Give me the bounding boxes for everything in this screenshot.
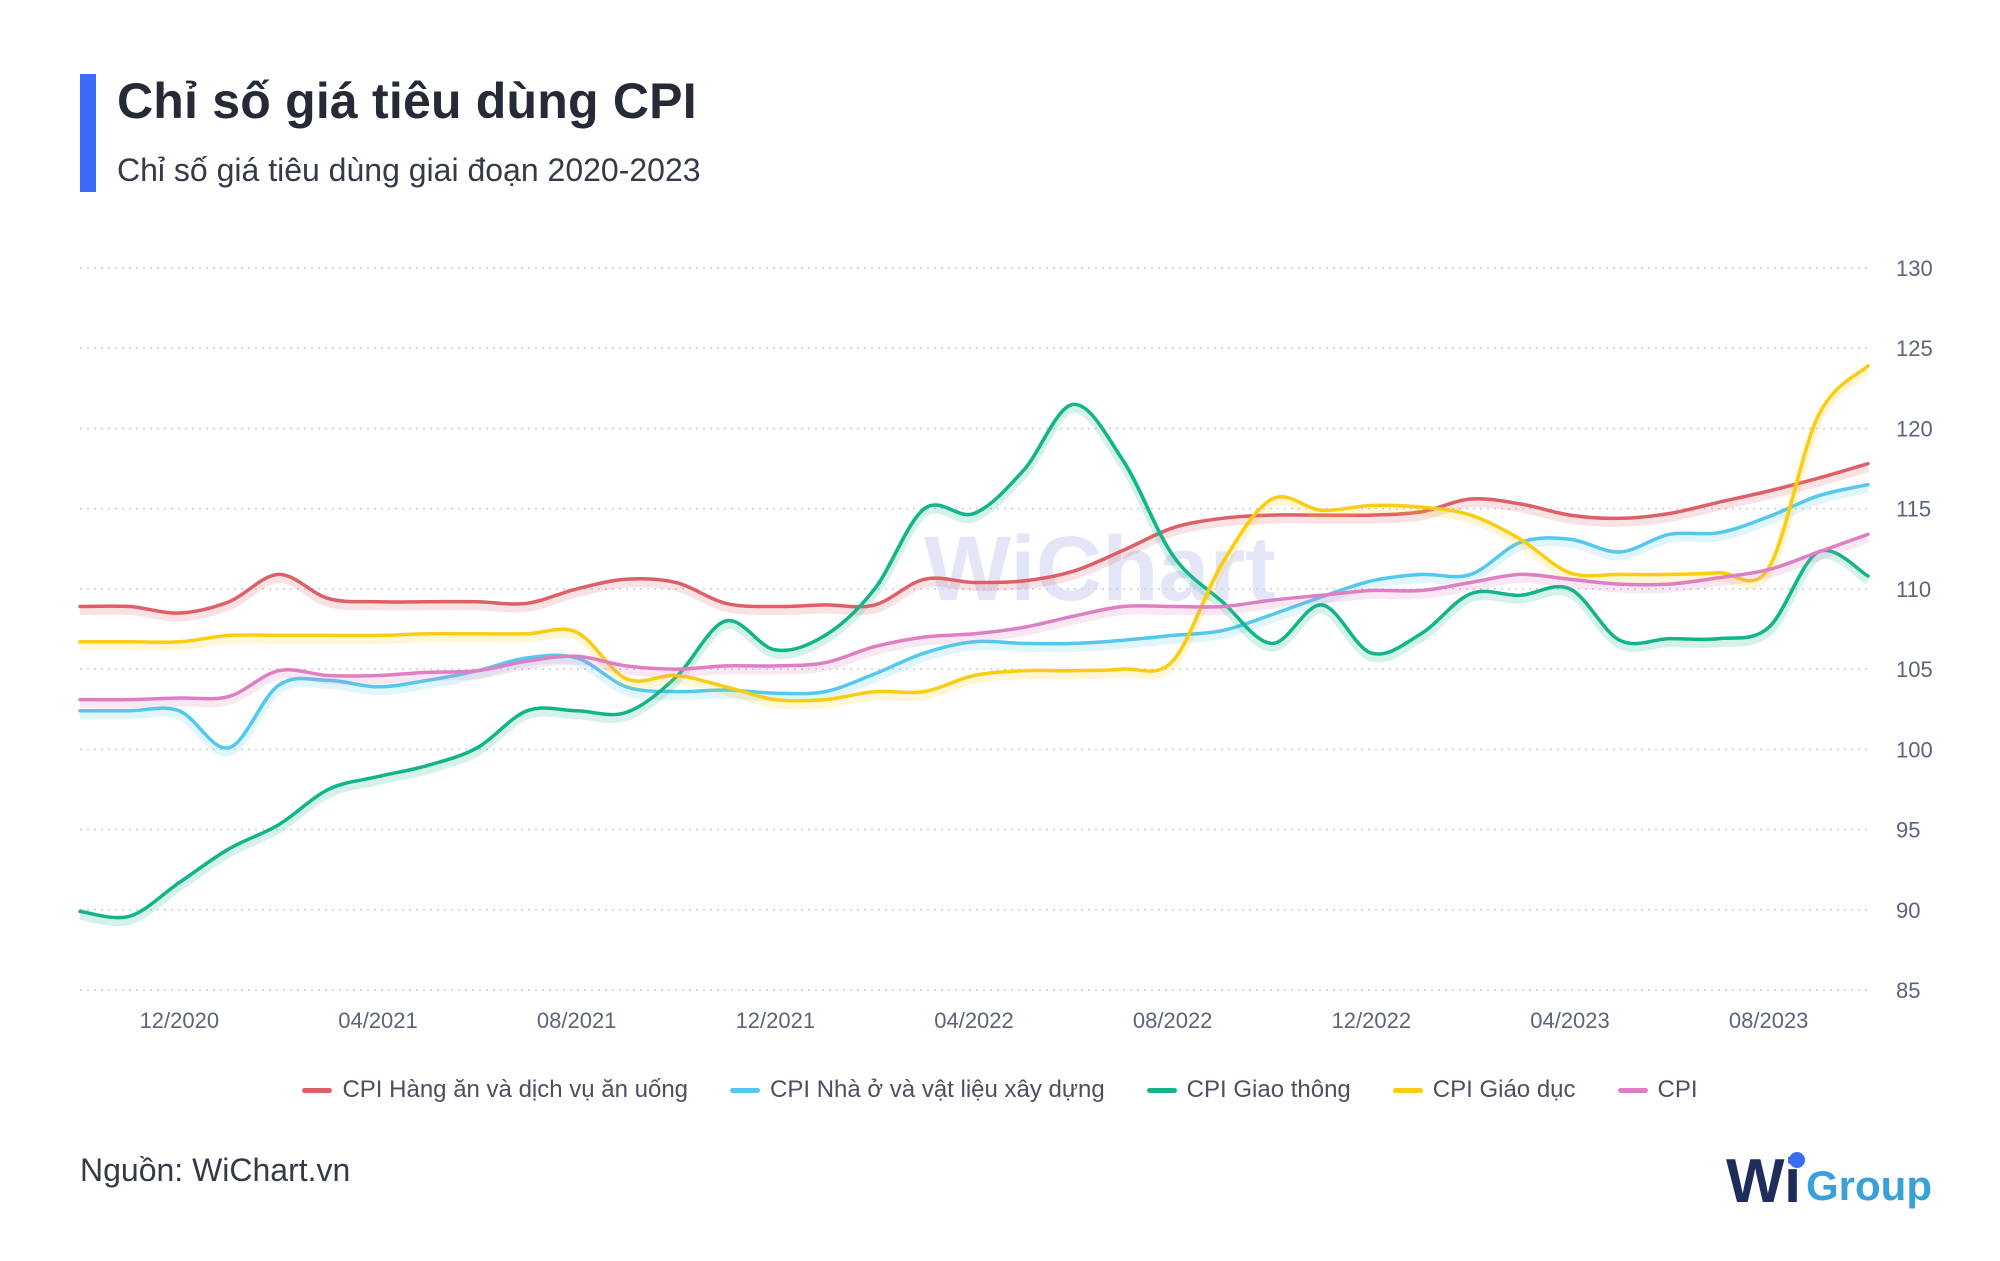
source-text: Nguồn: WiChart.vn	[80, 1152, 351, 1188]
series-line-shadow	[80, 484, 1870, 757]
wigroup-logo: Wi Group	[1726, 1147, 1931, 1216]
chart-title: Chỉ số giá tiêu dùng CPI	[117, 73, 697, 129]
title-accent-bar	[80, 74, 96, 192]
legend-swatch-icon	[1392, 1087, 1423, 1093]
x-tick-label: 04/2023	[1530, 1008, 1610, 1033]
x-tick-label: 08/2023	[1729, 1008, 1809, 1033]
legend-label: CPI	[1657, 1076, 1698, 1103]
legend-item[interactable]: CPI Giao thông	[1146, 1076, 1351, 1104]
series-line-shadow	[80, 366, 1872, 710]
series-line-shadow	[79, 403, 1871, 927]
y-tick-label: 100	[1896, 737, 1933, 762]
series-line-shadow	[79, 463, 1870, 622]
series-line-shadow	[79, 534, 1870, 709]
x-tick-label: 08/2021	[537, 1008, 617, 1033]
x-tick-label: 12/2022	[1332, 1008, 1412, 1033]
x-tick-label: 08/2022	[1133, 1008, 1213, 1033]
series-line-2[interactable]	[78, 482, 1870, 750]
legend: CPI Hàng ăn và dịch vụ ăn uống CPI Nhà ở …	[0, 1076, 2000, 1104]
logo-wi-text: Wi	[1726, 1147, 1801, 1216]
chart-subtitle: Chỉ số giá tiêu dùng giai đoạn 2020-2023	[117, 152, 701, 188]
series-lines	[78, 364, 1872, 927]
y-tick-label: 125	[1896, 336, 1933, 361]
y-tick-label: 110	[1896, 577, 1931, 602]
legend-label: CPI Nhà ở và vật liệu xây dựng	[770, 1076, 1105, 1103]
x-tick-label: 12/2020	[140, 1008, 220, 1033]
y-tick-label: 120	[1896, 416, 1933, 441]
y-tick-label: 85	[1896, 978, 1920, 1003]
legend-swatch-icon	[1146, 1087, 1177, 1093]
x-tick-label: 04/2022	[934, 1008, 1014, 1033]
legend-item[interactable]: CPI Hàng ăn và dịch vụ ăn uống	[302, 1076, 688, 1104]
legend-label: CPI Hàng ăn và dịch vụ ăn uống	[342, 1076, 689, 1103]
series-line-4[interactable]	[78, 364, 1870, 703]
x-tick-label: 12/2021	[736, 1008, 816, 1033]
legend-label: CPI Giáo dục	[1432, 1076, 1576, 1103]
series-line-1[interactable]	[78, 461, 1870, 615]
y-tick-label: 90	[1896, 898, 1920, 923]
legend-item[interactable]: CPI	[1617, 1076, 1698, 1104]
legend-item[interactable]: CPI Nhà ở và vật liệu xây dựng	[730, 1076, 1105, 1104]
legend-item[interactable]: CPI Giáo dục	[1392, 1076, 1576, 1104]
y-tick-label: 115	[1896, 497, 1931, 522]
logo-dot-icon	[1789, 1152, 1805, 1168]
legend-swatch-icon	[730, 1087, 761, 1093]
legend-label: CPI Giao thông	[1186, 1076, 1351, 1103]
x-tick-label: 04/2021	[338, 1008, 418, 1033]
y-tick-label: 130	[1896, 256, 1933, 281]
series-line-5[interactable]	[78, 532, 1870, 702]
legend-swatch-icon	[302, 1087, 333, 1093]
y-axis-ticks: 85 90 95 100 105 110 115 120 125 130	[1896, 256, 1933, 1003]
legend-swatch-icon	[1617, 1087, 1648, 1093]
series-line-3[interactable]	[78, 402, 1870, 920]
x-axis-ticks: 12/2020 04/2021 08/2021 12/2021 04/2022 08/20…	[140, 1008, 1809, 1033]
y-tick-label: 105	[1896, 657, 1933, 682]
logo-group-text: Group	[1806, 1162, 1931, 1209]
y-tick-label: 95	[1896, 818, 1920, 843]
